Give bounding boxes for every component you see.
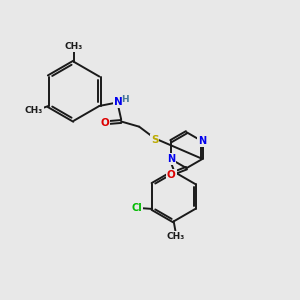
Text: N: N — [167, 154, 175, 164]
Text: S: S — [151, 135, 158, 145]
Text: N: N — [114, 98, 123, 107]
Text: O: O — [100, 118, 109, 128]
Text: Cl: Cl — [132, 203, 143, 213]
Text: N: N — [198, 136, 206, 146]
Text: H: H — [121, 94, 128, 103]
Text: CH₃: CH₃ — [65, 42, 83, 51]
Text: O: O — [167, 170, 176, 180]
Text: CH₃: CH₃ — [25, 106, 43, 115]
Text: CH₃: CH₃ — [166, 232, 184, 241]
